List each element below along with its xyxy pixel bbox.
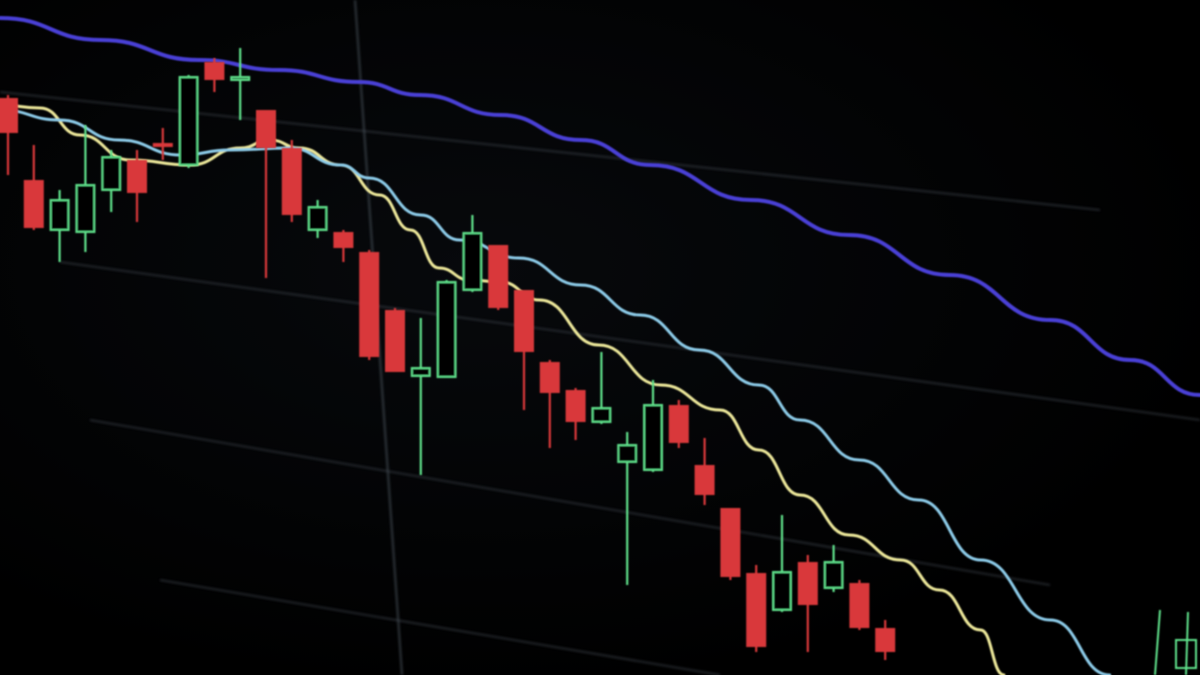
candle-body-down <box>127 160 147 193</box>
ma-mid-line <box>0 108 1112 675</box>
candle-body-down <box>385 310 405 372</box>
candle-body-up <box>178 76 199 166</box>
candle-body-up <box>230 76 251 81</box>
candle <box>307 200 328 238</box>
partial-candles-right-edge <box>1154 609 1197 675</box>
candle <box>565 388 586 440</box>
candle <box>49 190 70 262</box>
candle-body-up <box>617 444 638 463</box>
candle <box>436 280 457 378</box>
candle <box>746 565 767 652</box>
candle-body-up <box>462 232 483 291</box>
candle <box>772 515 792 612</box>
candle <box>127 150 147 222</box>
candle <box>256 110 276 278</box>
candles <box>0 48 896 660</box>
candle <box>462 215 483 292</box>
candle <box>359 250 380 360</box>
grid-line <box>59 261 1200 421</box>
ma-slow-line <box>0 16 1200 397</box>
candle-body-up <box>75 184 96 233</box>
candle-body-down <box>488 245 509 308</box>
candle-body-down <box>875 628 896 652</box>
candle-body-down <box>281 148 302 215</box>
candle-wick <box>1185 611 1189 675</box>
candle <box>204 58 225 92</box>
candle-body-down <box>152 143 173 147</box>
candle <box>101 150 122 212</box>
candle-body-down <box>204 62 225 80</box>
candle-body-down <box>23 180 44 228</box>
candle <box>617 432 638 585</box>
candle <box>281 140 302 222</box>
candle <box>410 318 431 475</box>
candle-body-down <box>256 110 276 148</box>
candle <box>514 290 534 410</box>
candle <box>178 75 199 168</box>
candle-wick <box>1154 609 1161 675</box>
candle <box>488 245 509 310</box>
grid-line <box>0 91 1101 211</box>
candle-body-up <box>49 199 70 231</box>
candle-body-down <box>359 252 380 357</box>
candle <box>823 545 844 592</box>
grid-line <box>159 579 721 675</box>
candle <box>23 145 44 230</box>
candle <box>385 308 405 372</box>
candle <box>643 380 663 472</box>
candle-body-up <box>101 156 122 191</box>
candle-body-down <box>720 508 741 577</box>
candle <box>539 360 560 448</box>
candle-body-down <box>333 232 354 248</box>
candle <box>152 128 173 160</box>
candle-body-down <box>0 98 18 133</box>
candle-body-down <box>797 562 818 605</box>
candle-body <box>1175 639 1197 669</box>
candle-body-up <box>591 407 612 423</box>
candle <box>591 352 612 424</box>
candle <box>230 48 251 120</box>
candle <box>0 95 18 175</box>
candle-body-up <box>823 561 844 589</box>
candle-body-up <box>410 367 431 377</box>
candle-body-down <box>849 583 870 628</box>
candle <box>720 508 741 580</box>
candle-body-down <box>539 362 560 393</box>
candle <box>333 230 354 262</box>
candle-body-up <box>307 206 328 231</box>
candle <box>797 555 818 652</box>
candle-body-down <box>565 390 586 422</box>
candle <box>75 125 96 252</box>
candle <box>875 620 896 660</box>
candle-body-up <box>772 571 792 611</box>
candle-body-down <box>514 290 534 352</box>
candle <box>694 438 715 505</box>
candle-body-up <box>436 281 457 378</box>
candle <box>849 580 870 630</box>
candle-body-down <box>746 573 767 647</box>
candle <box>668 400 689 448</box>
candle-body-down <box>668 405 689 443</box>
candle-body-down <box>694 465 715 495</box>
candle-body-up <box>643 404 663 471</box>
